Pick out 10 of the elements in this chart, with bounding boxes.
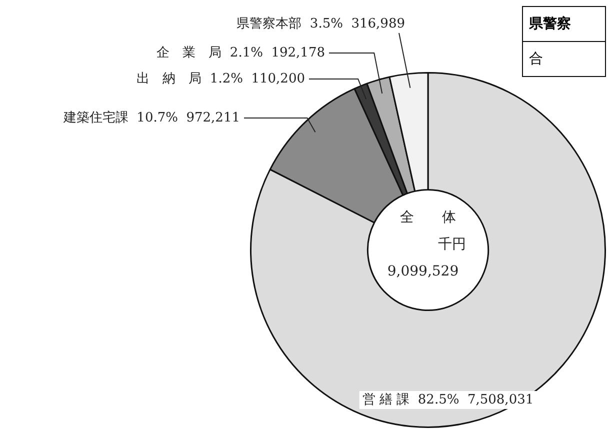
slice-label: 出 納 局 1.2% 110,200 [136,71,305,86]
slice-label: 建築住宅課 10.7% 972,211 [62,109,240,126]
slice-label: 企 業 局 2.1% 192,178 [156,45,325,60]
slice-label: 県警察本部 3.5% 316,989 [236,15,405,32]
text: 全 体 [400,210,456,226]
text: 合 [528,50,544,69]
slice-label: 営 繕 課 82.5% 7,508,031 [362,392,534,408]
text: 9,099,529 [387,264,459,280]
text: 千円 [438,236,466,253]
text: 県警察 [523,7,605,42]
